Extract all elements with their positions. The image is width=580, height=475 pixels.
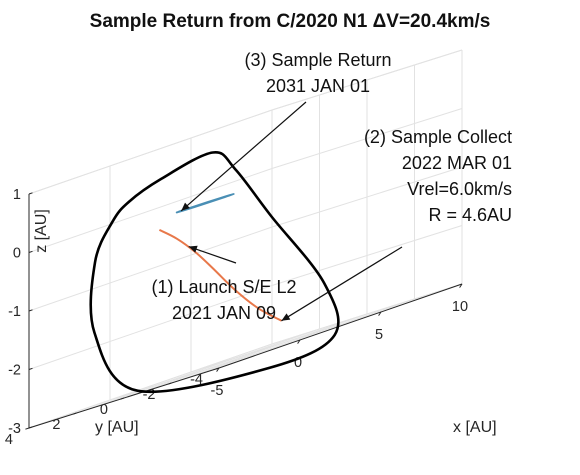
grid-line xyxy=(28,285,273,370)
x-tick-mark xyxy=(297,339,301,344)
chart-title: Sample Return from C/2020 N1 ΔV=20.4km/s xyxy=(90,11,491,32)
series-transfer-trajectory xyxy=(158,229,282,322)
x-tick-label: 0 xyxy=(294,355,302,371)
z-tick-mark xyxy=(28,309,33,312)
annotation-arrow xyxy=(281,246,403,322)
z-tick-mark xyxy=(28,367,33,370)
grid-line xyxy=(28,168,273,253)
y-tick-mark xyxy=(25,427,30,430)
annotation-text: 2021 JAN 09 xyxy=(172,303,276,323)
z-tick-mark xyxy=(28,192,33,195)
x-axis-line xyxy=(218,283,463,369)
grid-line xyxy=(171,298,415,384)
y-tick-mark xyxy=(167,382,172,385)
grid-layer xyxy=(28,49,463,429)
y-tick-mark xyxy=(120,397,125,400)
y-tick-mark xyxy=(215,367,220,370)
x-tick-label: 10 xyxy=(452,299,468,315)
x-tick-label: 5 xyxy=(375,327,383,343)
z-tick-label: -1 xyxy=(8,304,21,320)
y-tick-mark xyxy=(72,412,77,415)
annotations: (3) Sample Return 2031 JAN 01 (2) Sample C… xyxy=(151,50,512,323)
arrow-head xyxy=(281,313,291,321)
z-tick-label: 1 xyxy=(13,187,21,203)
z-tick-mark xyxy=(28,426,33,429)
series-earth-orbit xyxy=(175,193,235,214)
x-axis-label: x [AU] xyxy=(453,419,497,436)
x-tick-label: -5 xyxy=(211,383,224,399)
grid-line xyxy=(123,313,368,399)
y-tick-label: 2 xyxy=(52,417,60,433)
z-tick-mark xyxy=(28,250,33,253)
series-layer xyxy=(89,151,340,394)
grid-line xyxy=(76,328,320,414)
y-tick-label: 4 xyxy=(5,432,13,448)
annotation-text: 2022 MAR 01 xyxy=(402,153,512,173)
y-tick-label: -2 xyxy=(143,387,156,403)
box-edge xyxy=(28,109,273,195)
grid-line xyxy=(28,343,273,429)
annotation-text: (2) Sample Collect xyxy=(364,127,512,147)
annotation-arrow xyxy=(188,245,237,264)
box-edge xyxy=(271,49,463,111)
y-tick-label: 0 xyxy=(100,402,108,418)
arrow-head xyxy=(188,245,198,253)
y-axis-label: y [AU] xyxy=(95,419,139,436)
z-tick-label: -2 xyxy=(8,363,21,379)
z-tick-label: -3 xyxy=(8,421,21,437)
axes-box xyxy=(25,192,463,430)
annotation-arrow xyxy=(180,101,307,212)
annotation-text: R = 4.6AU xyxy=(428,205,512,225)
arrow-head xyxy=(181,202,190,211)
annotation-text: (3) Sample Return xyxy=(244,50,391,70)
z-axis-label: z [AU] xyxy=(33,209,50,253)
annotation-text: Vrel=6.0km/s xyxy=(407,179,512,199)
series-comet-orbit xyxy=(89,151,340,394)
annotation-text: (1) Launch S/E L2 xyxy=(151,277,296,297)
annotation-arrows xyxy=(180,101,403,322)
annotation-text: 2031 JAN 01 xyxy=(266,76,370,96)
z-tick-label: 0 xyxy=(13,246,21,262)
x-tick-mark xyxy=(459,283,463,288)
grid-line xyxy=(28,226,273,312)
x-tick-mark xyxy=(378,311,382,316)
